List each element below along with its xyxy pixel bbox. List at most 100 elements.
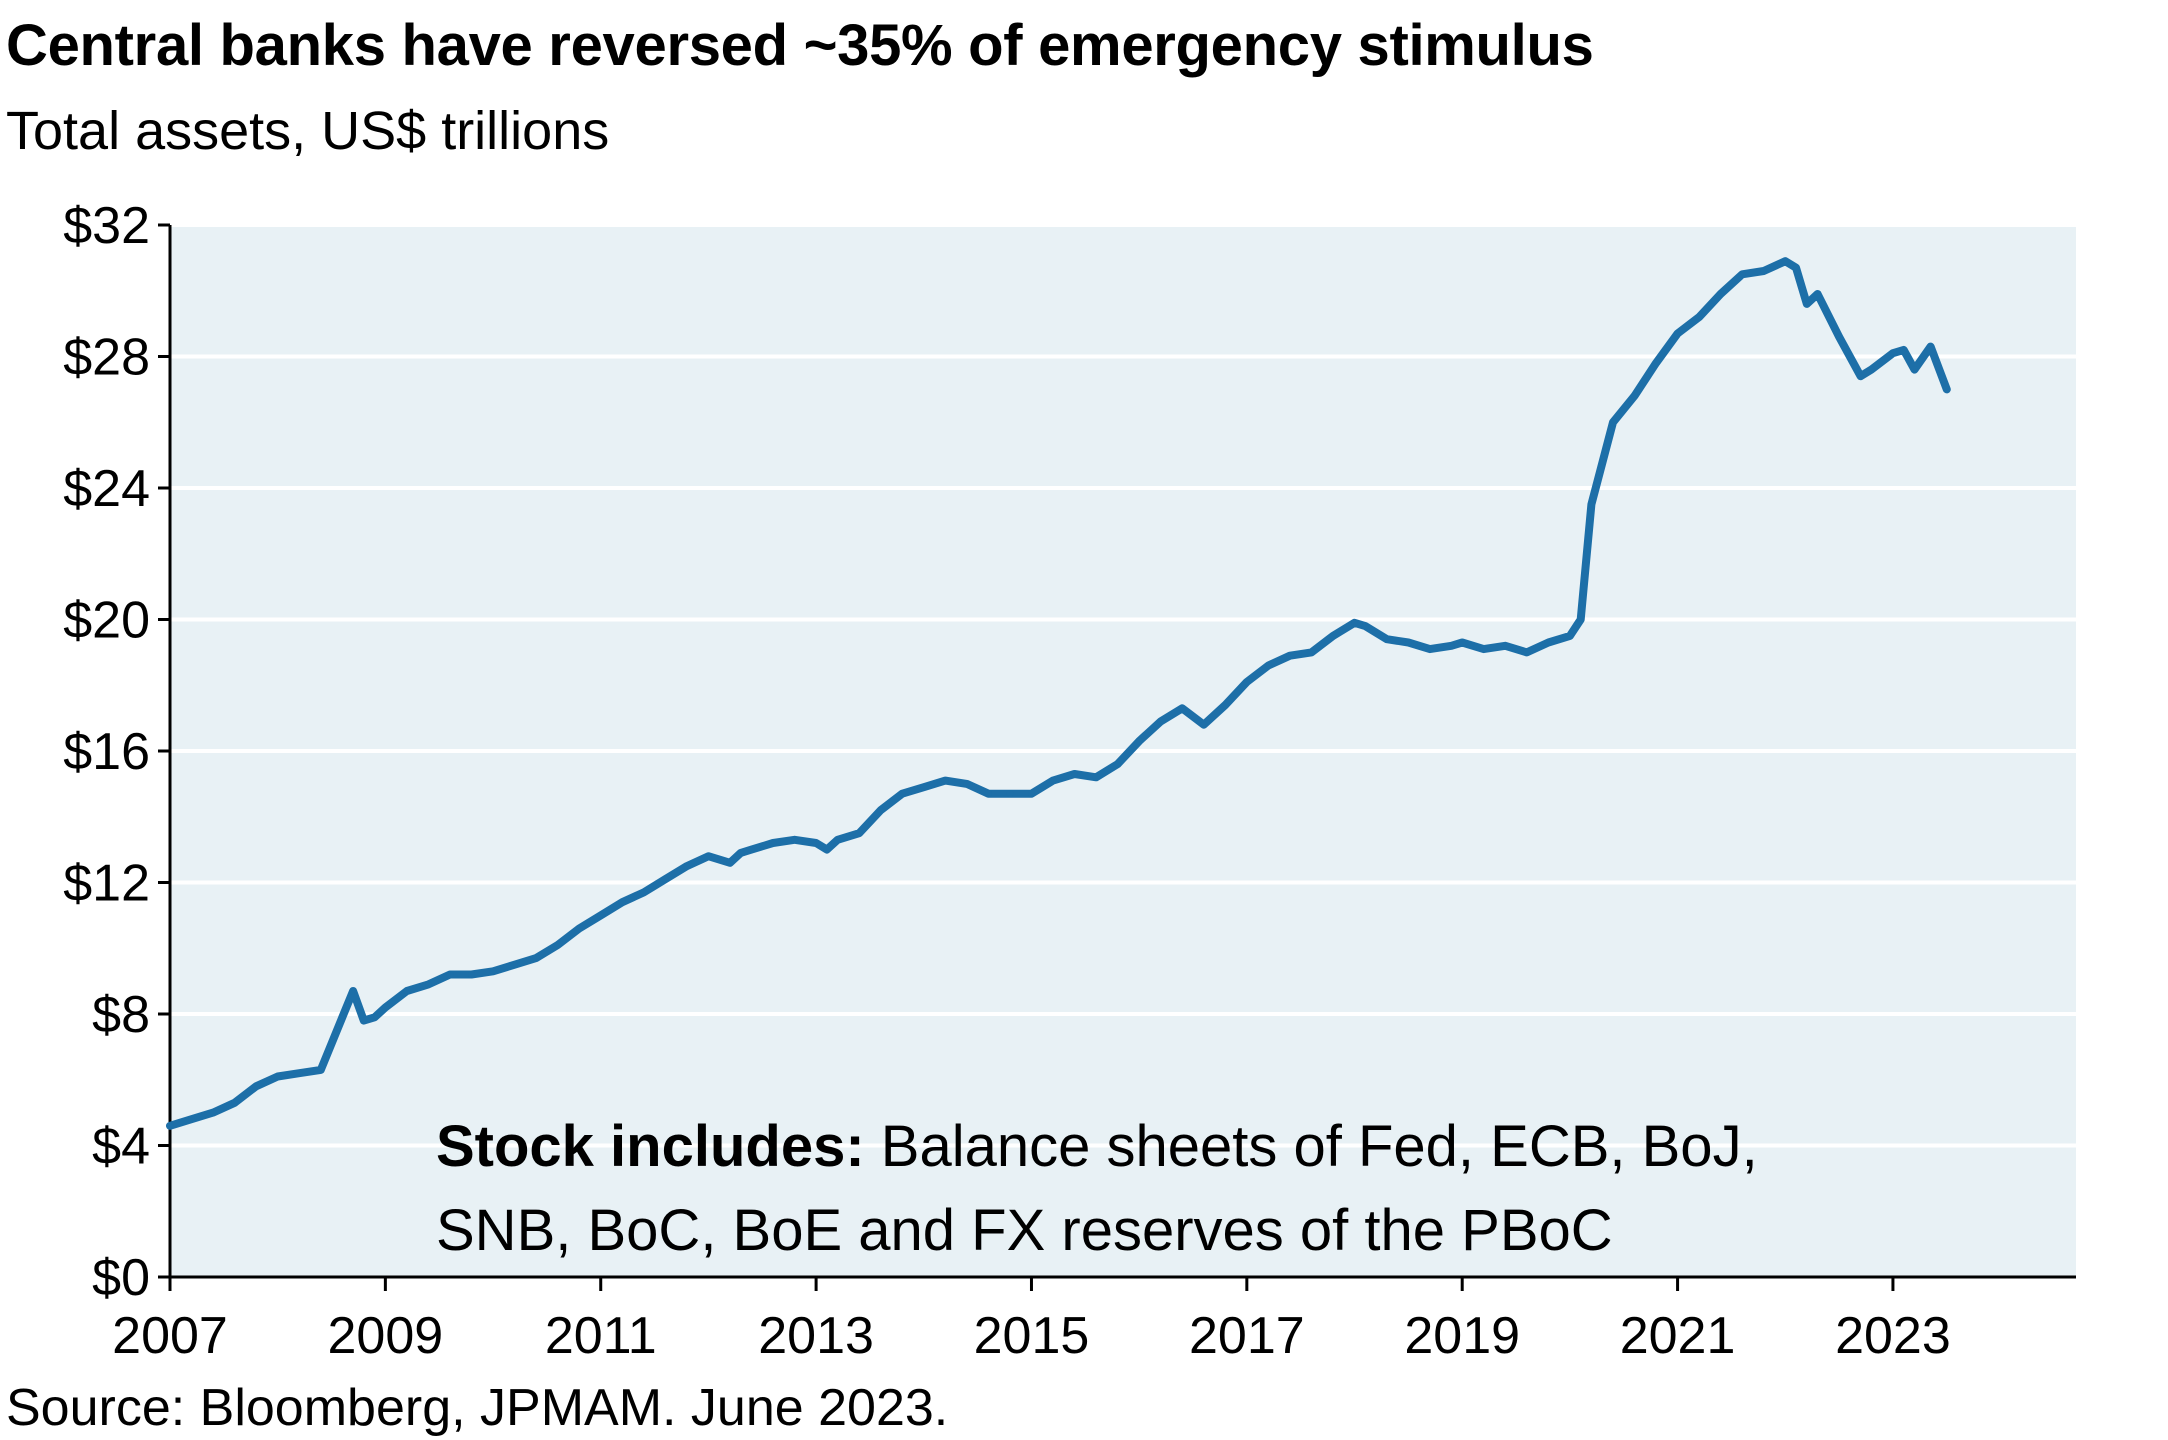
data-point <box>1361 622 1369 630</box>
data-point <box>1157 717 1165 725</box>
data-point <box>1221 701 1229 709</box>
y-tick-label: $32 <box>63 197 150 255</box>
data-point <box>188 1115 196 1123</box>
data-point <box>1652 359 1660 367</box>
x-tick-label: 2011 <box>545 1307 657 1365</box>
y-tick-label: $0 <box>92 1249 150 1307</box>
annotation-line-1: Stock includes: Balance sheets of Fed, E… <box>436 1114 1758 1179</box>
data-point <box>1803 300 1811 308</box>
data-point <box>1178 704 1186 712</box>
data-point <box>338 1013 346 1021</box>
data-point <box>747 846 755 854</box>
annotation-line-2: SNB, BoC, BoE and FX reserves of the PBo… <box>436 1198 1613 1263</box>
data-point <box>1835 333 1843 341</box>
data-point <box>834 836 842 844</box>
data-point <box>1114 760 1122 768</box>
data-point <box>661 875 669 883</box>
data-point <box>1523 648 1531 656</box>
data-point <box>381 1003 389 1011</box>
data-point <box>209 1109 217 1117</box>
data-point <box>1738 270 1746 278</box>
x-tick-label: 2017 <box>1189 1307 1305 1365</box>
gridlines <box>170 223 2076 1148</box>
x-tick-label: 2009 <box>328 1307 444 1365</box>
data-point <box>360 1017 368 1025</box>
data-point <box>1814 290 1822 298</box>
data-point <box>920 783 928 791</box>
data-point <box>704 852 712 860</box>
data-point <box>1404 639 1412 647</box>
data-point <box>1006 790 1014 798</box>
data-point <box>295 1069 303 1077</box>
data-point <box>1587 500 1595 508</box>
data-point <box>640 888 648 896</box>
data-point <box>1027 790 1035 798</box>
data-point <box>984 790 992 798</box>
data-point <box>554 941 562 949</box>
data-point <box>1900 346 1908 354</box>
y-axis-ticks: $0 $4 $8 $12 $16 $20 $24 $28 $32 <box>63 197 170 1307</box>
x-axis-ticks: 2007 2009 2011 2013 2015 2017 2019 2021 2023 <box>112 1277 1951 1365</box>
data-point <box>618 898 626 906</box>
data-point <box>1286 652 1294 660</box>
data-point <box>424 980 432 988</box>
data-point <box>1857 372 1865 380</box>
chart-subtitle: Total assets, US$ trillions <box>6 101 610 161</box>
data-point <box>532 954 540 962</box>
data-point <box>468 971 476 979</box>
data-point <box>274 1072 282 1080</box>
x-tick-label: 2021 <box>1620 1307 1736 1365</box>
data-point <box>737 849 745 857</box>
data-point <box>1135 737 1143 745</box>
data-point <box>726 859 734 867</box>
data-point <box>855 829 863 837</box>
data-point <box>1910 366 1918 374</box>
data-point <box>252 1082 260 1090</box>
y-tick-label: $24 <box>63 460 150 518</box>
x-tick-label: 2023 <box>1835 1307 1951 1365</box>
data-point <box>166 1122 174 1130</box>
data-point <box>941 777 949 785</box>
data-point <box>823 846 831 854</box>
x-tick-label: 2019 <box>1404 1307 1520 1365</box>
data-point <box>1867 366 1875 374</box>
data-point <box>1889 349 1897 357</box>
data-point <box>1200 721 1208 729</box>
y-tick-label: $12 <box>63 855 150 913</box>
data-point <box>1383 635 1391 643</box>
data-point <box>349 987 357 995</box>
data-point <box>1717 290 1725 298</box>
data-point <box>877 806 885 814</box>
data-point <box>1049 777 1057 785</box>
data-point <box>1577 616 1585 623</box>
data-point <box>1566 632 1574 640</box>
data-point <box>575 925 583 933</box>
x-tick-label: 2007 <box>112 1307 228 1365</box>
data-point <box>1544 639 1552 647</box>
data-point <box>1792 264 1800 272</box>
data-point <box>1092 773 1100 781</box>
source-note: Source: Bloomberg, JPMAM. June 2023. <box>6 1379 949 1437</box>
data-point <box>1695 313 1703 321</box>
data-point <box>1458 639 1466 647</box>
annotation-text-1: Balance sheets of Fed, ECB, BoJ, <box>865 1114 1758 1179</box>
x-tick-label: 2013 <box>758 1307 874 1365</box>
data-point <box>769 839 777 847</box>
x-tick-label: 2015 <box>974 1307 1090 1365</box>
data-point <box>371 1013 379 1021</box>
data-point <box>403 987 411 995</box>
data-point <box>1501 642 1509 650</box>
data-point <box>511 961 519 969</box>
data-point <box>317 1066 325 1074</box>
y-tick-label: $20 <box>63 592 150 650</box>
data-point <box>1264 662 1272 670</box>
y-tick-label: $8 <box>92 986 150 1044</box>
data-point <box>1447 642 1455 650</box>
data-point <box>1329 632 1337 640</box>
data-point <box>1760 267 1768 275</box>
data-point <box>446 971 454 979</box>
data-point <box>597 911 605 919</box>
data-point <box>1609 418 1617 426</box>
data-point <box>1307 648 1315 656</box>
